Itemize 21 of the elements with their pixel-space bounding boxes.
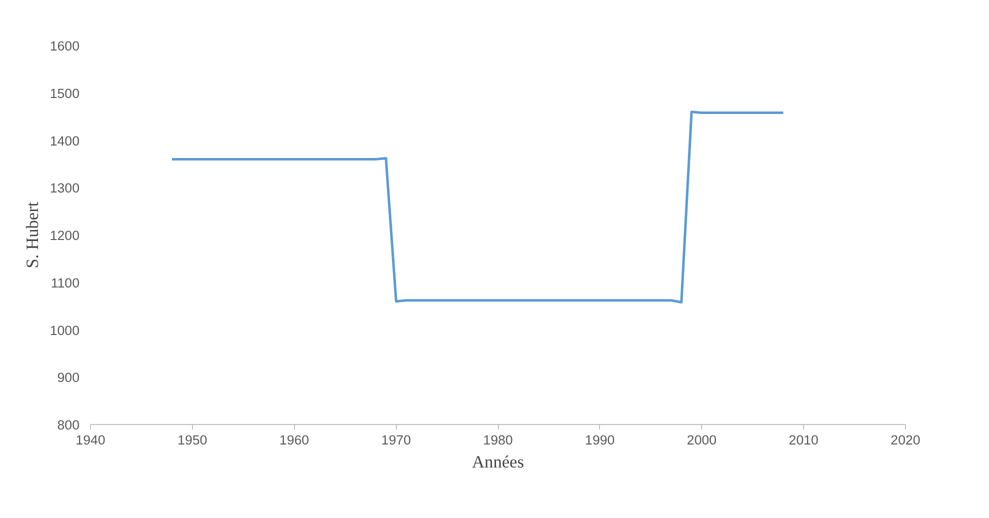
x-tick-label: 1960 — [279, 432, 310, 448]
x-tick-label: 1970 — [381, 432, 411, 448]
y-tick-label: 1100 — [50, 275, 80, 290]
x-tick-label: 1940 — [76, 432, 106, 448]
y-tick-label: 900 — [57, 370, 80, 386]
x-tick-label: 2010 — [788, 432, 818, 448]
x-tick-label: 2020 — [890, 432, 920, 448]
x-tick-label: 1950 — [178, 432, 208, 448]
y-tick-label: 1300 — [50, 180, 80, 196]
y-tick-label: 800 — [57, 418, 80, 432]
x-tick-label: 2000 — [686, 432, 717, 448]
y-axis-title: S. Hubert — [22, 202, 42, 268]
y-tick-label: 1000 — [50, 322, 80, 338]
y-tick-label: 1600 — [50, 38, 80, 54]
y-tick-label: 1400 — [50, 133, 80, 148]
y-tick-label: 1500 — [50, 86, 80, 101]
y-tick-label: 1200 — [50, 228, 80, 243]
x-tick-label: 1980 — [483, 432, 513, 448]
x-tick-label: 1990 — [585, 432, 615, 448]
line-series — [170, 110, 784, 304]
x-axis-title: Années — [472, 452, 524, 472]
